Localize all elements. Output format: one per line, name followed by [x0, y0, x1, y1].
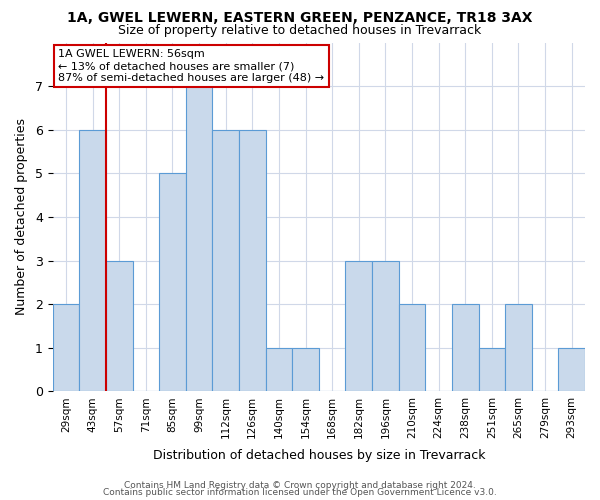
Bar	[479, 348, 505, 392]
Bar	[212, 130, 239, 392]
Text: Size of property relative to detached houses in Trevarrack: Size of property relative to detached ho…	[118, 24, 482, 37]
Bar	[159, 174, 186, 392]
Text: 1A, GWEL LEWERN, EASTERN GREEN, PENZANCE, TR18 3AX: 1A, GWEL LEWERN, EASTERN GREEN, PENZANCE…	[67, 11, 533, 25]
Bar	[266, 348, 292, 392]
Bar	[346, 260, 372, 392]
Bar	[239, 130, 266, 392]
Bar	[106, 260, 133, 392]
Bar	[372, 260, 398, 392]
Text: Contains HM Land Registry data © Crown copyright and database right 2024.: Contains HM Land Registry data © Crown c…	[124, 481, 476, 490]
Bar	[53, 304, 79, 392]
Y-axis label: Number of detached properties: Number of detached properties	[15, 118, 28, 316]
Text: 1A GWEL LEWERN: 56sqm
← 13% of detached houses are smaller (7)
87% of semi-detac: 1A GWEL LEWERN: 56sqm ← 13% of detached …	[58, 50, 324, 82]
Bar	[452, 304, 479, 392]
Bar	[186, 86, 212, 392]
X-axis label: Distribution of detached houses by size in Trevarrack: Distribution of detached houses by size …	[152, 450, 485, 462]
Bar	[79, 130, 106, 392]
Bar	[505, 304, 532, 392]
Bar	[559, 348, 585, 392]
Bar	[292, 348, 319, 392]
Text: Contains public sector information licensed under the Open Government Licence v3: Contains public sector information licen…	[103, 488, 497, 497]
Bar	[398, 304, 425, 392]
